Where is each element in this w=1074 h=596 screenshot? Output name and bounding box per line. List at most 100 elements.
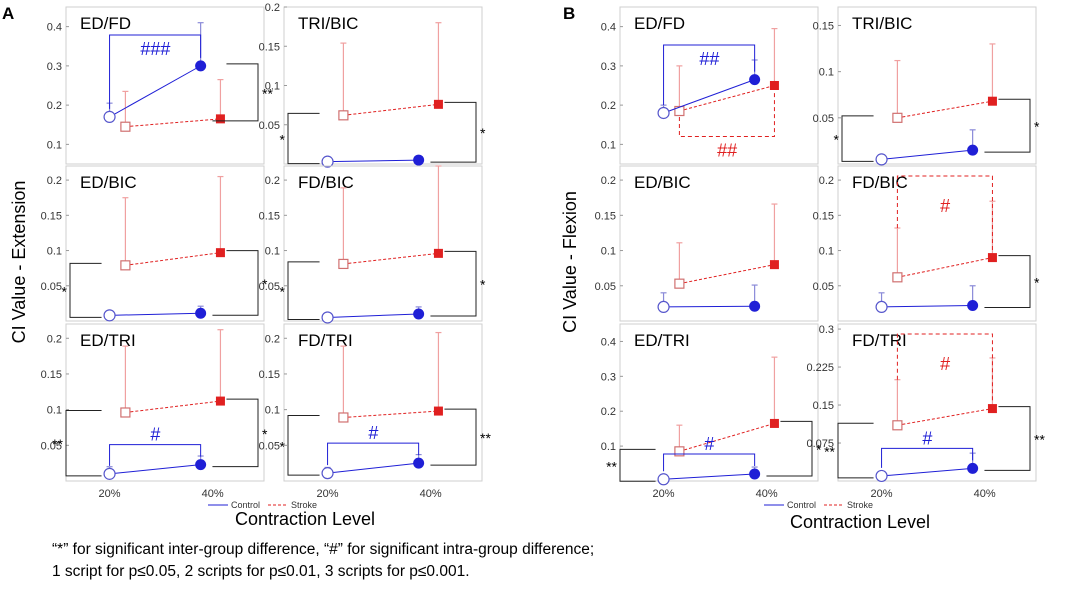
x-tick-label: 20%: [871, 488, 893, 500]
y-tick-label: 0.4: [47, 22, 62, 34]
stroke-series-line: [125, 400, 221, 413]
intra-group-label: ##: [717, 141, 738, 161]
intra-group-bracket: [678, 91, 775, 138]
inter-group-bracket: [287, 261, 320, 320]
y-tick-label: 0.1: [601, 441, 616, 453]
inter-group-bracket: [430, 101, 477, 163]
control-point-40: [967, 144, 979, 156]
subplot-title: FD/TRI: [298, 331, 353, 350]
axes-frame: [283, 323, 483, 482]
axes-frame: [837, 323, 1037, 482]
intra-group-label: #: [150, 425, 161, 445]
intra-group-bracket: [109, 34, 202, 109]
stroke-series-line: [343, 103, 439, 116]
stroke-point-40: [769, 81, 779, 90]
inter-group-label: **: [262, 85, 273, 101]
inter-group-bracket: [212, 250, 259, 316]
legend-control-label: Control: [231, 500, 260, 510]
y-tick-label: 0.2: [265, 333, 280, 345]
control-point-20: [321, 155, 334, 168]
intra-group-label: #: [922, 428, 933, 448]
subplot-a-ed-bic: 0.05 0.1 0.15 0.2 ED/BIC * *: [41, 165, 268, 322]
inter-group-label: *: [816, 442, 822, 458]
subplot-title: ED/BIC: [80, 173, 137, 192]
intra-group-bracket: [896, 333, 993, 403]
control-series-line: [663, 79, 755, 114]
stroke-point-40: [987, 96, 997, 106]
stroke-point-40: [215, 248, 225, 258]
y-tick-label: 0.3: [819, 324, 834, 336]
control-point-40: [967, 300, 979, 311]
subplot-title: FD/BIC: [298, 173, 354, 192]
y-tick-label: 0.4: [601, 336, 616, 348]
intra-group-bracket: [663, 453, 756, 472]
control-series-line: [663, 473, 755, 480]
inter-group-bracket: [287, 414, 320, 476]
stroke-series-line: [125, 252, 221, 266]
y-tick-label: 0.1: [265, 246, 280, 258]
stroke-point-20: [892, 420, 903, 431]
intra-group-label: #: [940, 196, 951, 216]
y-tick-label: 0.225: [806, 362, 834, 374]
inter-group-label: **: [52, 436, 63, 452]
y-tick-label: 0.4: [601, 22, 616, 34]
subplot-a-ed-fd: 0.1 0.2 0.3 0.4 ED/FD ### **: [47, 6, 273, 165]
y-tick-label: 0.1: [819, 67, 834, 79]
subplot-b-ed-bic: 0.05 0.1 0.15 0.2 ED/BIC: [595, 165, 819, 322]
subplot-title: ED/TRI: [80, 331, 136, 350]
stroke-point-20: [120, 121, 131, 132]
inter-group-bracket: [69, 262, 102, 318]
stroke-series-line: [679, 85, 775, 112]
intra-group-bracket: [327, 442, 420, 466]
stroke-point-20: [892, 112, 903, 123]
subplot-b-fd-tri: 0.075 0.15 0.225 0.3 20% 40% FD/TRI # ** ** #: [806, 323, 1045, 500]
stroke-point-20: [674, 446, 685, 457]
y-tick-label: 0.075: [806, 438, 834, 450]
y-tick-label: 0.15: [259, 41, 280, 53]
inter-group-bracket: [837, 422, 874, 479]
y-tick-label: 0.1: [819, 246, 834, 258]
y-tick-label: 0.2: [47, 100, 62, 112]
inter-group-label: **: [1034, 431, 1045, 447]
x-tick-label: 20%: [317, 488, 339, 500]
figure-canvas: A B CI Value - Extension CI Value - Flex…: [2, 2, 1046, 532]
inter-group-bracket: [984, 98, 1031, 153]
stroke-point-40: [433, 99, 443, 109]
caption-line-1: “*” for significant inter-group differen…: [52, 541, 595, 558]
intra-group-label: #: [704, 434, 715, 454]
control-series-line: [109, 464, 201, 475]
y-axis-label-b: CI Value - Flexion: [560, 191, 580, 333]
y-tick-label: 0.15: [259, 210, 280, 222]
y-tick-label: 0.2: [47, 333, 62, 345]
control-point-40: [195, 307, 207, 319]
inter-group-bracket: [766, 420, 813, 477]
x-axis-label-a: Contraction Level: [235, 509, 375, 529]
axes-frame: [837, 6, 1037, 165]
axes-frame: [619, 6, 819, 165]
intra-group-bracket: [881, 447, 974, 468]
control-point-20: [103, 309, 116, 322]
stroke-series-line: [679, 422, 775, 452]
axes-frame: [65, 165, 265, 322]
y-tick-label: 0.3: [601, 371, 616, 383]
y-axis-label-a: CI Value - Extension: [9, 181, 29, 344]
y-tick-label: 0.15: [595, 210, 616, 222]
x-axis-label-b: Contraction Level: [790, 512, 930, 532]
control-series-line: [109, 65, 201, 118]
axes-frame: [619, 323, 819, 482]
y-tick-label: 0.15: [813, 210, 834, 222]
inter-group-label: *: [280, 131, 286, 147]
stroke-point-40: [215, 396, 225, 406]
inter-group-bracket: [841, 115, 874, 162]
subplot-b-tri-bic: 0.05 0.1 0.15 TRI/BIC * *: [813, 6, 1040, 166]
y-tick-label: 0.1: [265, 81, 280, 93]
subplot-grid: 0.10.20.30.4 ED/FD###**0.050.10.150.2TRI/…: [41, 2, 1046, 500]
control-point-20: [657, 106, 670, 120]
inter-group-bracket: [619, 448, 656, 482]
intra-group-bracket: [663, 44, 756, 105]
y-tick-label: 0.1: [47, 246, 62, 258]
inter-group-label: *: [480, 125, 486, 141]
inter-group-label: *: [62, 283, 68, 299]
subplot-title: TRI/BIC: [298, 14, 358, 33]
stroke-point-20: [120, 407, 131, 418]
